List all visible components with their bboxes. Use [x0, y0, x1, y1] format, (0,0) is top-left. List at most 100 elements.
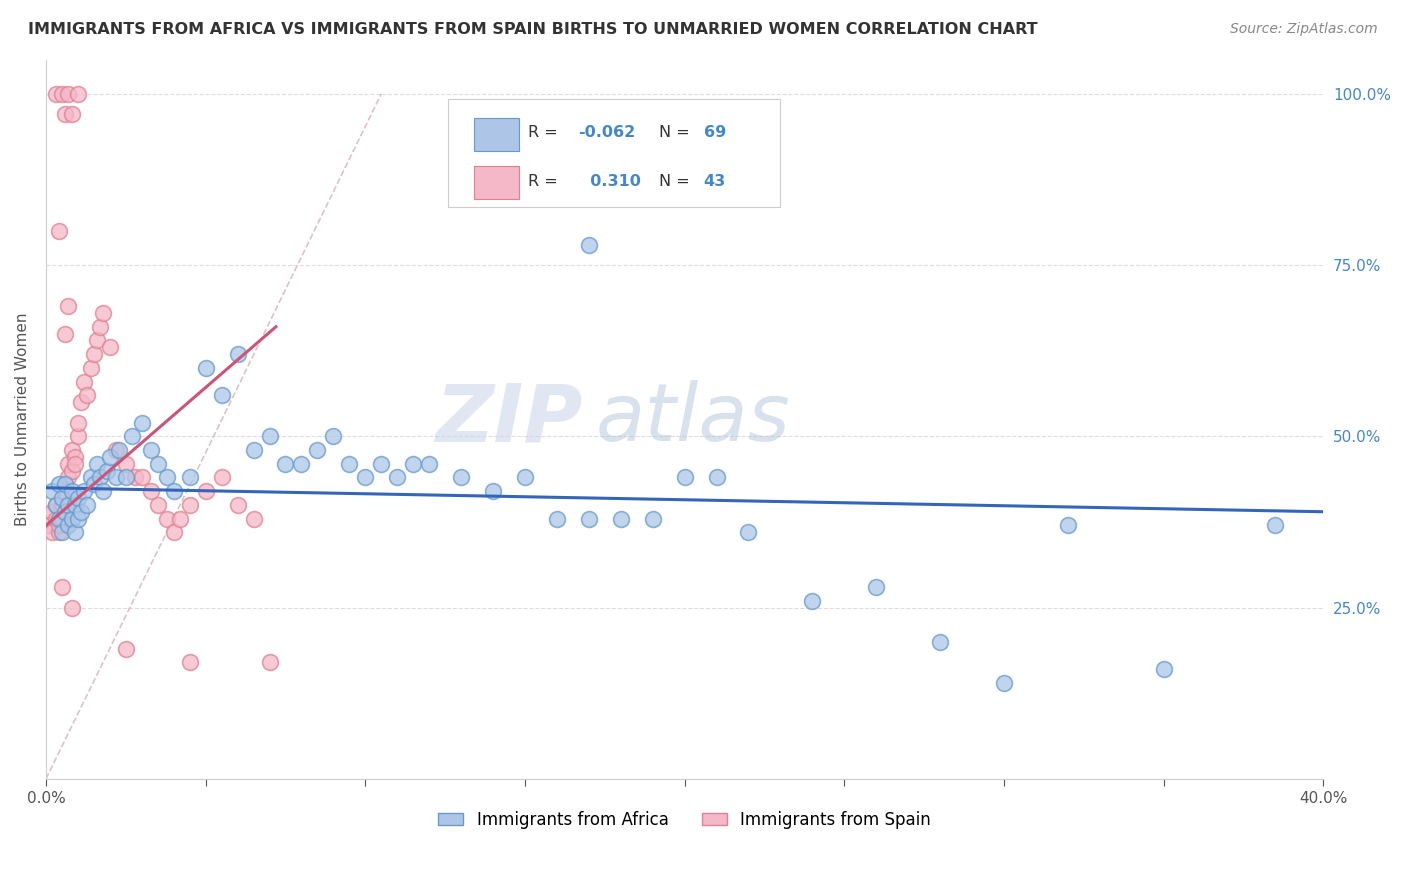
- Immigrants from Africa: [993, 676, 1015, 690]
- Immigrants from Africa: [865, 580, 887, 594]
- Immigrants from Africa: [73, 484, 96, 499]
- Immigrants from Africa: [141, 443, 163, 458]
- Immigrants from Africa: [578, 511, 600, 525]
- Immigrants from Africa: [53, 505, 76, 519]
- Immigrants from Africa: [86, 457, 108, 471]
- Immigrants from Africa: [41, 484, 63, 499]
- Immigrants from Africa: [51, 491, 73, 505]
- Immigrants from Africa: [114, 470, 136, 484]
- Immigrants from Spain: [51, 511, 73, 525]
- Immigrants from Spain: [66, 416, 89, 430]
- FancyBboxPatch shape: [449, 99, 780, 207]
- Immigrants from Africa: [418, 457, 440, 471]
- Immigrants from Spain: [41, 505, 63, 519]
- Immigrants from Africa: [450, 470, 472, 484]
- Immigrants from Africa: [131, 416, 153, 430]
- Immigrants from Africa: [83, 477, 105, 491]
- Bar: [474, 166, 519, 199]
- Immigrants from Spain: [163, 525, 186, 540]
- Immigrants from Africa: [96, 464, 118, 478]
- Immigrants from Spain: [60, 107, 83, 121]
- Immigrants from Spain: [226, 498, 249, 512]
- Immigrants from Spain: [73, 375, 96, 389]
- Immigrants from Africa: [370, 457, 392, 471]
- Immigrants from Spain: [45, 87, 67, 101]
- Immigrants from Spain: [98, 340, 121, 354]
- Immigrants from Spain: [45, 511, 67, 525]
- Immigrants from Spain: [53, 505, 76, 519]
- Immigrants from Africa: [58, 498, 80, 512]
- Immigrants from Africa: [337, 457, 360, 471]
- Immigrants from Africa: [89, 470, 111, 484]
- Immigrants from Africa: [641, 511, 664, 525]
- Immigrants from Spain: [131, 470, 153, 484]
- Immigrants from Africa: [610, 511, 633, 525]
- Immigrants from Africa: [387, 470, 409, 484]
- Immigrants from Africa: [60, 511, 83, 525]
- Immigrants from Spain: [211, 470, 233, 484]
- Immigrants from Spain: [156, 511, 179, 525]
- Immigrants from Africa: [66, 511, 89, 525]
- Immigrants from Africa: [70, 505, 93, 519]
- Immigrants from Africa: [121, 429, 143, 443]
- Immigrants from Spain: [63, 450, 86, 464]
- Immigrants from Spain: [51, 498, 73, 512]
- Text: Source: ZipAtlas.com: Source: ZipAtlas.com: [1230, 22, 1378, 37]
- Immigrants from Spain: [70, 395, 93, 409]
- Immigrants from Africa: [79, 470, 101, 484]
- Immigrants from Africa: [53, 477, 76, 491]
- Immigrants from Spain: [259, 656, 281, 670]
- Immigrants from Spain: [63, 457, 86, 471]
- Immigrants from Africa: [354, 470, 377, 484]
- Text: ZIP: ZIP: [434, 380, 582, 458]
- Immigrants from Africa: [76, 498, 98, 512]
- Text: atlas: atlas: [595, 380, 790, 458]
- Immigrants from Africa: [1264, 518, 1286, 533]
- Immigrants from Africa: [48, 511, 70, 525]
- Immigrants from Spain: [66, 429, 89, 443]
- Immigrants from Spain: [51, 580, 73, 594]
- Immigrants from Africa: [179, 470, 201, 484]
- Text: 43: 43: [704, 174, 725, 189]
- Immigrants from Spain: [41, 525, 63, 540]
- Immigrants from Africa: [146, 457, 169, 471]
- Immigrants from Africa: [673, 470, 696, 484]
- Immigrants from Africa: [482, 484, 505, 499]
- Immigrants from Spain: [38, 518, 60, 533]
- Immigrants from Spain: [76, 388, 98, 402]
- Immigrants from Africa: [801, 594, 824, 608]
- Immigrants from Africa: [706, 470, 728, 484]
- Immigrants from Africa: [156, 470, 179, 484]
- Immigrants from Africa: [211, 388, 233, 402]
- Immigrants from Spain: [53, 484, 76, 499]
- Immigrants from Spain: [53, 326, 76, 341]
- Immigrants from Spain: [114, 457, 136, 471]
- Immigrants from Spain: [60, 600, 83, 615]
- Immigrants from Africa: [58, 518, 80, 533]
- Immigrants from Spain: [45, 498, 67, 512]
- Immigrants from Africa: [322, 429, 344, 443]
- Immigrants from Africa: [51, 525, 73, 540]
- Immigrants from Africa: [929, 635, 952, 649]
- Text: R =: R =: [527, 126, 562, 140]
- Immigrants from Africa: [259, 429, 281, 443]
- Legend: Immigrants from Africa, Immigrants from Spain: Immigrants from Africa, Immigrants from …: [432, 804, 938, 835]
- Text: IMMIGRANTS FROM AFRICA VS IMMIGRANTS FROM SPAIN BIRTHS TO UNMARRIED WOMEN CORREL: IMMIGRANTS FROM AFRICA VS IMMIGRANTS FRO…: [28, 22, 1038, 37]
- Text: 69: 69: [704, 126, 725, 140]
- Immigrants from Africa: [242, 443, 264, 458]
- Immigrants from Spain: [179, 498, 201, 512]
- Immigrants from Spain: [194, 484, 217, 499]
- Immigrants from Africa: [63, 525, 86, 540]
- Immigrants from Africa: [163, 484, 186, 499]
- Immigrants from Africa: [226, 347, 249, 361]
- Immigrants from Spain: [51, 87, 73, 101]
- Immigrants from Spain: [179, 656, 201, 670]
- Immigrants from Africa: [1153, 662, 1175, 676]
- Immigrants from Spain: [58, 457, 80, 471]
- Immigrants from Africa: [546, 511, 568, 525]
- Immigrants from Africa: [105, 470, 128, 484]
- Immigrants from Africa: [93, 484, 115, 499]
- Immigrants from Spain: [169, 511, 191, 525]
- Immigrants from Africa: [194, 360, 217, 375]
- Immigrants from Africa: [737, 525, 759, 540]
